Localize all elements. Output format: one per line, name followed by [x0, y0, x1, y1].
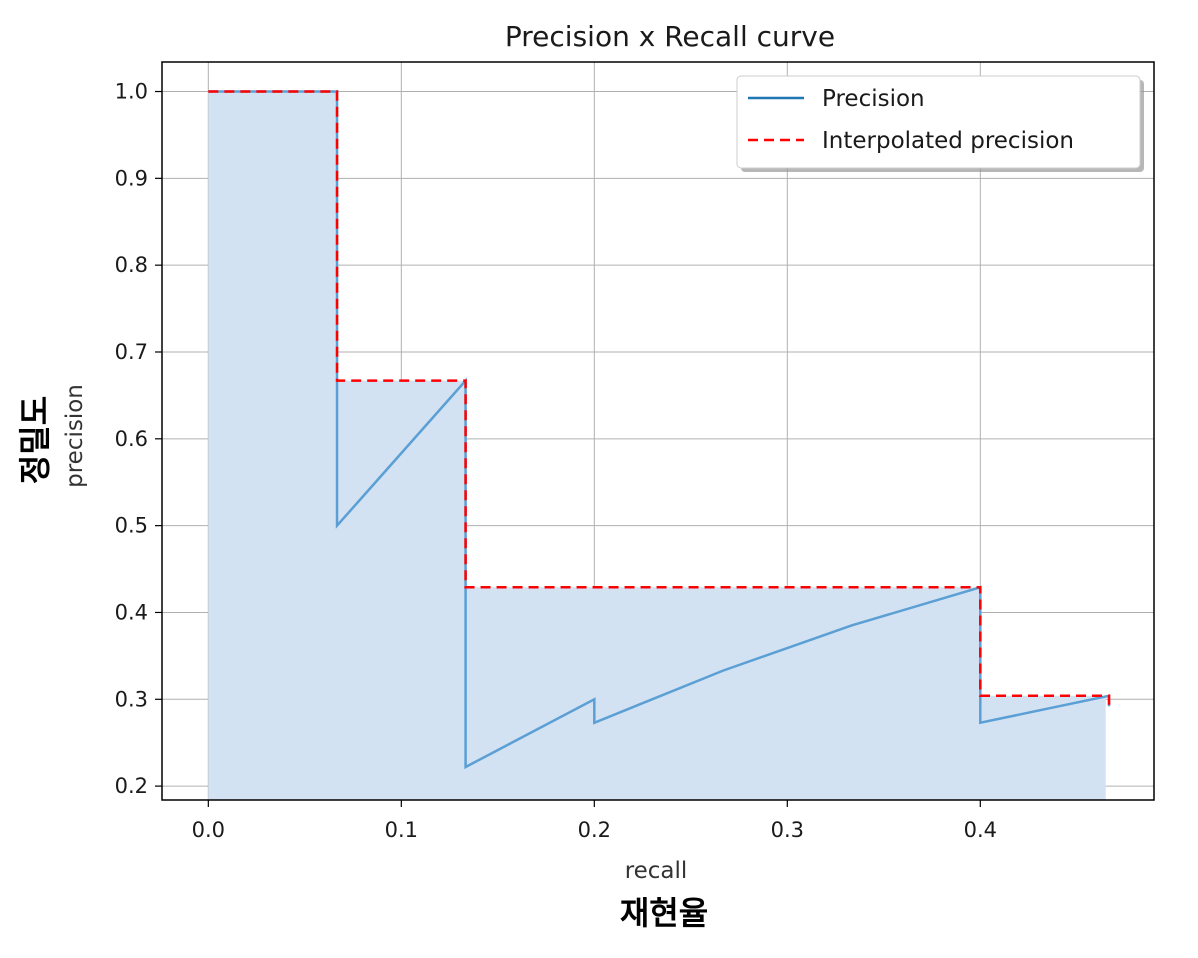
x-tick-label-2: 0.2: [578, 818, 611, 842]
chart-title: Precision x Recall curve: [505, 20, 835, 53]
y-tick-label-2: 0.4: [115, 600, 148, 624]
legend-interpolated-label: Interpolated precision: [822, 128, 1074, 154]
plot-area: [161, 61, 1155, 801]
x-axis-label-korean: 재현율: [620, 894, 708, 932]
precision-line: [208, 90, 1111, 770]
x-axis-label: recall: [625, 858, 688, 884]
x-tick-label-4: 0.4: [964, 818, 997, 842]
axis-ticks: 0.0 0.1 0.2 0.3 0.4 0.2 0.3 0.4 0.5 0.6 0.7 0.8 0.9 1…: [115, 80, 997, 842]
x-tick-label-0: 0.0: [192, 818, 225, 842]
y-axis-label: precision: [62, 384, 88, 488]
y-tick-label-7: 0.9: [115, 166, 148, 190]
x-tick-label-1: 0.1: [385, 818, 418, 842]
x-tick-label-3: 0.3: [771, 818, 804, 842]
y-tick-label-4: 0.6: [115, 427, 148, 451]
y-tick-label-3: 0.5: [115, 514, 148, 538]
legend: Precision Interpolated precision: [736, 75, 1144, 172]
axes-frame: [161, 61, 1155, 801]
y-tick-label-1: 0.3: [115, 687, 148, 711]
area-fill: [208, 91, 1106, 800]
y-tick-label-5: 0.7: [115, 340, 148, 364]
y-tick-label-6: 0.8: [115, 253, 148, 277]
legend-precision-label: Precision: [822, 86, 925, 112]
y-axis-label-korean: 정밀도: [16, 396, 54, 484]
interpolated-precision-line: [208, 90, 1111, 707]
y-tick-label-8: 1.0: [115, 80, 148, 104]
y-tick-label-0: 0.2: [115, 774, 148, 798]
legend-box: [736, 75, 1141, 169]
